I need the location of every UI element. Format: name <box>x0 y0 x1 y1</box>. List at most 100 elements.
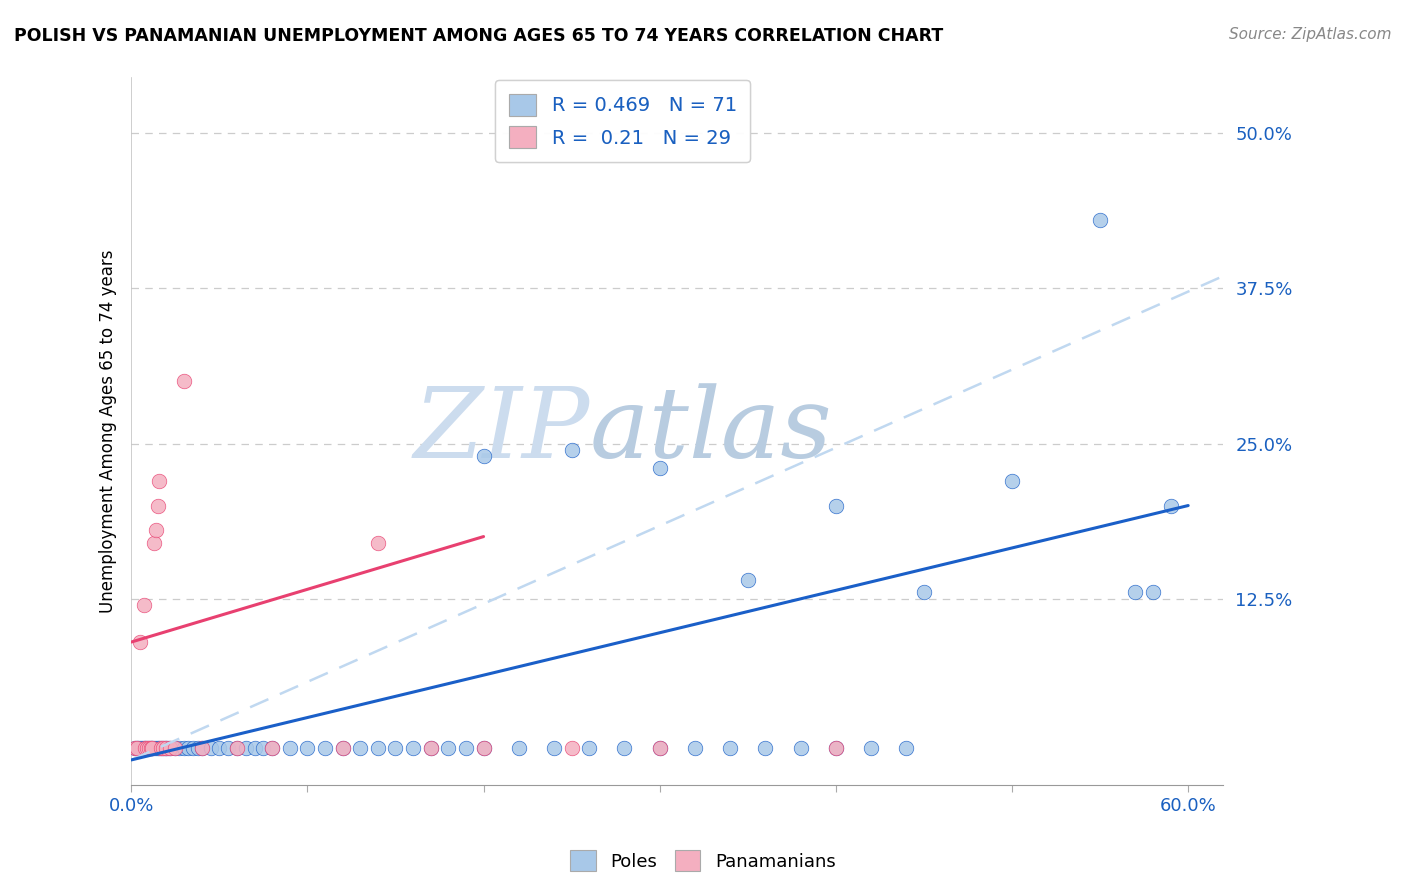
Point <box>824 740 846 755</box>
Point <box>226 740 249 755</box>
Point <box>165 740 187 755</box>
Point <box>824 499 846 513</box>
Point <box>143 535 166 549</box>
Point <box>159 740 181 755</box>
Point <box>129 740 152 755</box>
Text: POLISH VS PANAMANIAN UNEMPLOYMENT AMONG AGES 65 TO 74 YEARS CORRELATION CHART: POLISH VS PANAMANIAN UNEMPLOYMENT AMONG … <box>14 27 943 45</box>
Point <box>613 740 636 755</box>
Point <box>145 740 167 755</box>
Point <box>737 573 759 587</box>
Point <box>124 740 146 755</box>
Point <box>1160 499 1182 513</box>
Point <box>134 740 156 755</box>
Point <box>146 499 169 513</box>
Point <box>437 740 460 755</box>
Point <box>139 740 162 755</box>
Point <box>648 740 671 755</box>
Point <box>297 740 319 755</box>
Point <box>157 740 180 755</box>
Point <box>138 740 160 755</box>
Point <box>125 740 148 755</box>
Point <box>367 535 389 549</box>
Point <box>243 740 266 755</box>
Point <box>141 740 163 755</box>
Point <box>912 585 935 599</box>
Point <box>148 740 170 755</box>
Point <box>332 740 354 755</box>
Point <box>190 740 212 755</box>
Point <box>132 740 155 755</box>
Point <box>349 740 371 755</box>
Point <box>155 740 177 755</box>
Point <box>132 598 155 612</box>
Point <box>508 740 530 755</box>
Point <box>159 740 181 755</box>
Point <box>789 740 811 755</box>
Y-axis label: Unemployment Among Ages 65 to 74 years: Unemployment Among Ages 65 to 74 years <box>100 250 117 613</box>
Point <box>683 740 706 755</box>
Point <box>176 740 198 755</box>
Point <box>138 740 160 755</box>
Point <box>217 740 239 755</box>
Point <box>153 740 176 755</box>
Point <box>262 740 284 755</box>
Legend: Poles, Panamanians: Poles, Panamanians <box>564 843 842 879</box>
Point <box>824 740 846 755</box>
Point <box>543 740 565 755</box>
Point <box>860 740 883 755</box>
Point <box>472 740 495 755</box>
Point <box>165 740 187 755</box>
Point <box>200 740 222 755</box>
Point <box>384 740 406 755</box>
Point <box>754 740 776 755</box>
Point <box>226 740 249 755</box>
Point <box>208 740 231 755</box>
Point <box>235 740 257 755</box>
Point <box>150 740 173 755</box>
Point <box>150 740 173 755</box>
Point <box>143 740 166 755</box>
Point <box>124 740 146 755</box>
Point <box>896 740 918 755</box>
Point <box>187 740 209 755</box>
Point <box>139 740 162 755</box>
Point <box>718 740 741 755</box>
Point <box>131 740 153 755</box>
Text: Source: ZipAtlas.com: Source: ZipAtlas.com <box>1229 27 1392 42</box>
Point <box>314 740 336 755</box>
Point <box>148 474 170 488</box>
Point <box>136 740 159 755</box>
Point <box>167 740 190 755</box>
Point <box>134 740 156 755</box>
Point <box>173 375 195 389</box>
Point <box>141 740 163 755</box>
Point <box>1123 585 1146 599</box>
Point <box>152 740 174 755</box>
Point <box>125 740 148 755</box>
Point <box>454 740 477 755</box>
Point <box>152 740 174 755</box>
Point <box>1142 585 1164 599</box>
Point <box>561 442 583 457</box>
Point <box>419 740 441 755</box>
Point <box>252 740 274 755</box>
Point <box>419 740 441 755</box>
Point <box>648 740 671 755</box>
Text: ZIP: ZIP <box>413 384 591 479</box>
Point <box>578 740 600 755</box>
Point <box>1088 213 1111 227</box>
Legend: R = 0.469   N = 71, R =  0.21   N = 29: R = 0.469 N = 71, R = 0.21 N = 29 <box>495 80 751 162</box>
Point <box>136 740 159 755</box>
Point <box>561 740 583 755</box>
Point <box>472 740 495 755</box>
Point <box>367 740 389 755</box>
Point <box>155 740 177 755</box>
Point <box>173 740 195 755</box>
Point <box>129 635 152 649</box>
Point <box>181 740 204 755</box>
Point <box>145 524 167 538</box>
Point <box>146 740 169 755</box>
Text: atlas: atlas <box>591 384 832 479</box>
Point <box>402 740 425 755</box>
Point <box>332 740 354 755</box>
